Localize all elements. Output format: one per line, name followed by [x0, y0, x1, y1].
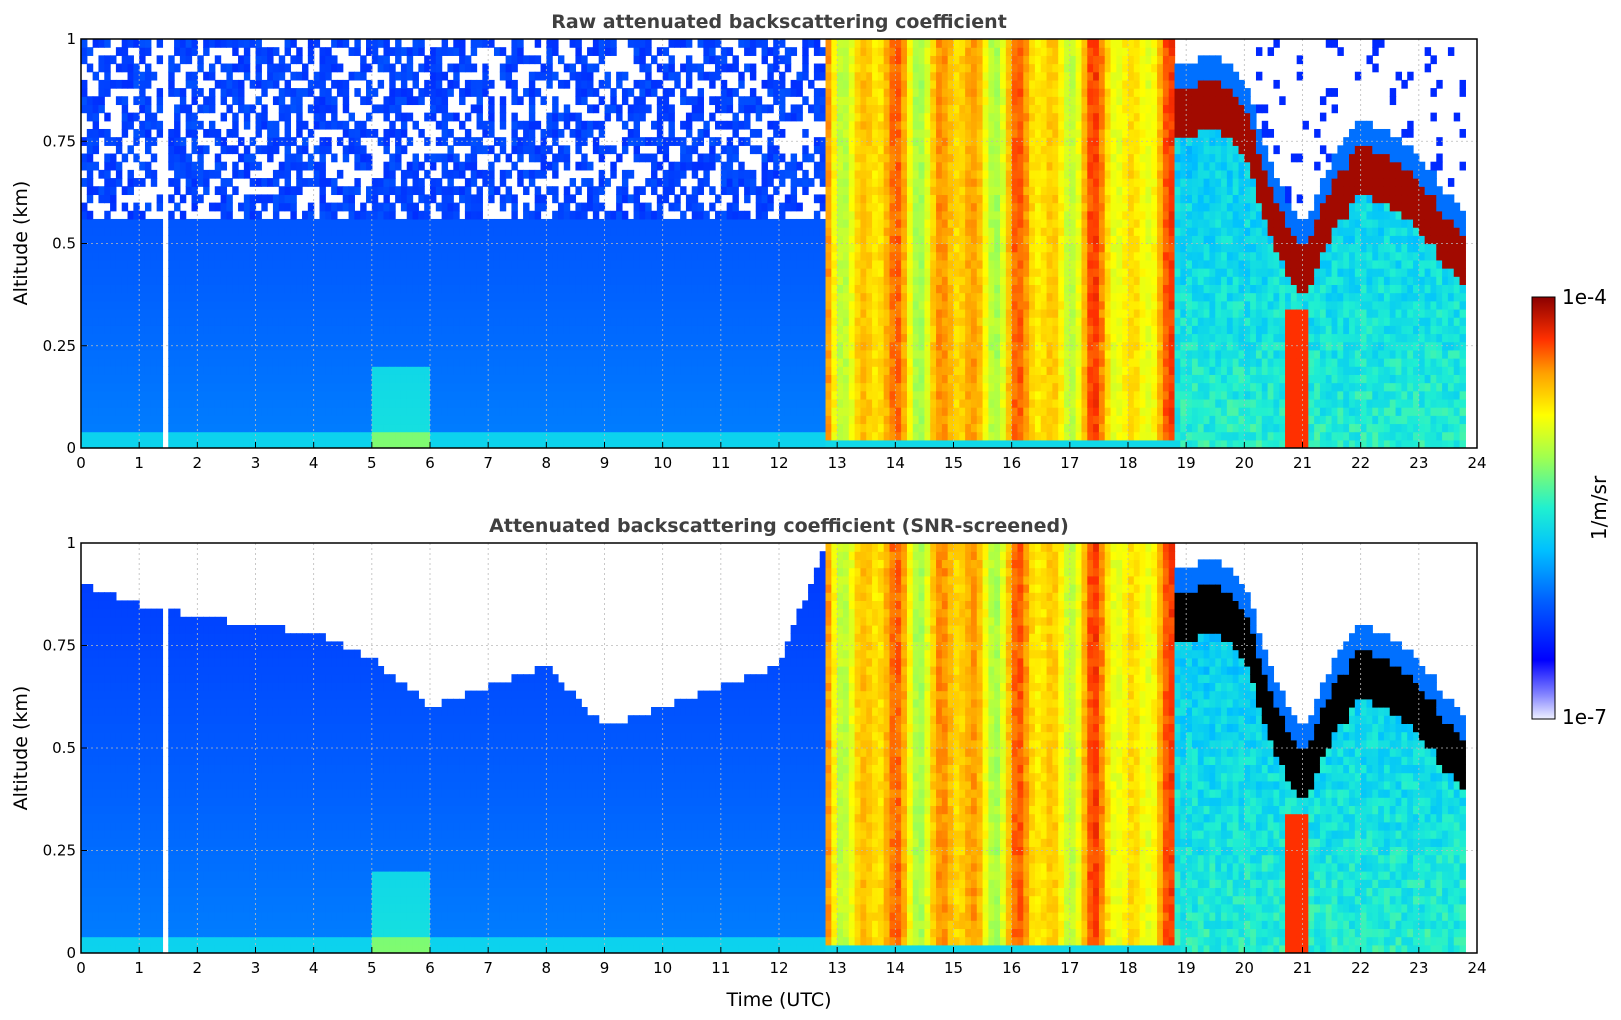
colorbar-gradient: [1531, 296, 1556, 720]
x-tick-label: 21: [1293, 959, 1312, 977]
grid: [81, 39, 1477, 448]
x-tick-label: 7: [483, 959, 493, 977]
x-tick-label: 3: [251, 959, 261, 977]
x-tick-label: 14: [886, 959, 905, 977]
x-tick-label: 20: [1235, 454, 1254, 472]
x-tick-label: 12: [769, 959, 788, 977]
x-tick-label: 6: [425, 454, 435, 472]
panel-title: Raw attenuated backscattering coefficien…: [551, 11, 1007, 33]
x-tick-label: 23: [1409, 959, 1428, 977]
x-tick-label: 22: [1351, 959, 1370, 977]
x-tick-label: 16: [1002, 454, 1021, 472]
y-tick-label: 0.75: [43, 637, 76, 655]
x-tick-label: 24: [1467, 959, 1486, 977]
x-tick-label: 13: [828, 454, 847, 472]
x-tick-label: 11: [711, 454, 730, 472]
x-axis-label: Time (UTC): [725, 989, 831, 1011]
x-tick-label: 2: [193, 959, 203, 977]
colorbar-max-label: 1e-4: [1562, 285, 1607, 309]
x-tick-label: 8: [542, 959, 552, 977]
colorbar-min-label: 1e-7: [1562, 705, 1607, 729]
colorbar: 1e-4 1e-7 1/m/sr: [1531, 285, 1611, 729]
x-tick-label: 11: [711, 959, 730, 977]
x-tick-label: 0: [76, 454, 86, 472]
x-tick-label: 9: [600, 454, 610, 472]
y-axis-label: Altitude (km): [10, 181, 32, 306]
x-tick-label: 9: [600, 959, 610, 977]
x-tick-label: 19: [1177, 454, 1196, 472]
x-tick-label: 22: [1351, 454, 1370, 472]
x-tick-label: 18: [1118, 959, 1137, 977]
x-tick-label: 3: [251, 454, 261, 472]
x-tick-label: 21: [1293, 454, 1312, 472]
x-tick-label: 5: [367, 454, 377, 472]
y-tick-label: 0.5: [52, 235, 76, 253]
y-tick-label: 1: [66, 534, 76, 552]
y-tick-label: 0: [66, 439, 76, 457]
x-tick-label: 8: [542, 454, 552, 472]
axis-ticks: 0 1 2 3 4 5 6 7 8 9 10 11 12 13 14 15 16 17 18 19 20 21 22 23 24…: [43, 30, 1487, 472]
x-tick-label: 13: [828, 959, 847, 977]
y-tick-label: 0.5: [52, 739, 76, 757]
x-tick-label: 16: [1002, 959, 1021, 977]
x-tick-label: 24: [1467, 454, 1486, 472]
raw-backscatter-panel: Raw attenuated backscattering coefficien…: [10, 11, 1487, 472]
y-tick-label: 0.75: [43, 132, 76, 150]
x-tick-label: 17: [1060, 454, 1079, 472]
y-axis-label: Altitude (km): [10, 686, 32, 811]
panel-title: Attenuated backscattering coefficient (S…: [489, 515, 1069, 537]
grid: [81, 543, 1477, 953]
x-tick-label: 2: [193, 454, 203, 472]
x-tick-label: 4: [309, 959, 319, 977]
x-tick-label: 6: [425, 959, 435, 977]
colorbar-unit-label: 1/m/sr: [1587, 475, 1611, 540]
x-tick-label: 1: [134, 959, 144, 977]
x-tick-label: 14: [886, 454, 905, 472]
snr-screened-panel: Attenuated backscattering coefficient (S…: [10, 515, 1487, 1011]
x-tick-label: 5: [367, 959, 377, 977]
x-tick-label: 10: [653, 454, 672, 472]
x-tick-label: 23: [1409, 454, 1428, 472]
y-tick-label: 0.25: [43, 842, 76, 860]
x-tick-label: 12: [769, 454, 788, 472]
heatmap-area: [81, 543, 1466, 953]
y-tick-label: 0.25: [43, 337, 76, 355]
x-tick-label: 15: [944, 454, 963, 472]
x-tick-label: 7: [483, 454, 493, 472]
x-tick-label: 18: [1118, 454, 1137, 472]
x-tick-label: 19: [1177, 959, 1196, 977]
x-tick-label: 0: [76, 959, 86, 977]
x-tick-label: 10: [653, 959, 672, 977]
heatmap-area: [81, 39, 1466, 448]
y-tick-label: 0: [66, 944, 76, 962]
y-tick-label: 1: [66, 30, 76, 48]
x-tick-label: 20: [1235, 959, 1254, 977]
x-tick-label: 15: [944, 959, 963, 977]
axis-ticks: 0 1 2 3 4 5 6 7 8 9 10 11 12 13 14 15 16 17 18 19 20 21 22 23 24…: [43, 534, 1487, 977]
x-tick-label: 4: [309, 454, 319, 472]
x-tick-label: 17: [1060, 959, 1079, 977]
x-tick-label: 1: [134, 454, 144, 472]
